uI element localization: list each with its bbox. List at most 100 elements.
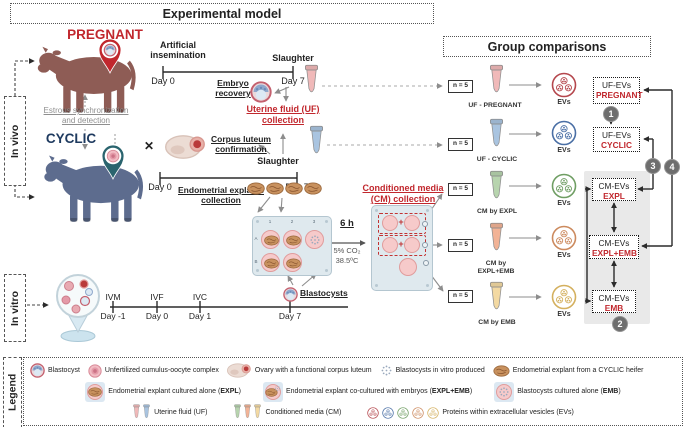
legend-text: Blastocysts in vitro produced: [395, 367, 485, 374]
legend-row-3: Uterine fluid (UF) Conditioned media (CM…: [30, 404, 676, 421]
legend-emb: Blastocysts cultured alone (EMB): [494, 381, 621, 402]
collection-port-icon: [422, 221, 428, 227]
estrous-line2: and detection: [61, 116, 111, 125]
ivm-day-text: Day -1: [100, 311, 126, 321]
cyclic-day0-text: Day 0: [148, 182, 172, 192]
invitro-day7: Day 7: [272, 311, 308, 321]
uf-collection-label: Uterine fluid (UF) collection: [240, 104, 326, 126]
cm-evs-emb-box: CM-EVs EMB: [592, 290, 636, 313]
pregnant-day0-text: Day 0: [151, 76, 175, 86]
legend-text: Blastocysts cultured alone (EMB): [517, 388, 621, 395]
evs-emb-icon: [427, 407, 439, 419]
embryo-recovery-label: Embryo recovery: [207, 78, 259, 98]
evs-expl-emb-icon: [412, 407, 424, 419]
legend-ovary: Ovary with a functional corpus luteum: [226, 362, 372, 379]
plus-sign: +: [396, 217, 406, 227]
uf-cyclic-sample-tube-icon: [489, 118, 504, 147]
duration-text: 6 h: [340, 218, 354, 229]
ai-line2: insemination: [150, 50, 206, 60]
legend-row-1: Blastocyst Unfertilized cumulus-oocyte c…: [30, 362, 676, 379]
explant-icon: [263, 257, 279, 269]
well-explant: [261, 253, 280, 272]
ivc-day: Day 1: [182, 311, 218, 321]
cyclic-pin-icon: [101, 144, 125, 180]
group-comparisons-title: Group comparisons: [443, 36, 651, 57]
co2-text: 5% CO₂: [333, 246, 361, 255]
legend-invitro-blastocysts: Blastocysts in vitro produced: [380, 364, 485, 377]
n5-uf-pregnant: n = 5: [448, 80, 473, 93]
explant-icon: [88, 386, 103, 397]
cm-expl-emb-tube-icon: [244, 404, 252, 419]
culture-plate: 1 2 3 A B: [252, 216, 332, 276]
plate-row-a-text: A: [254, 236, 258, 241]
cm-collection-plate: + +: [371, 205, 433, 291]
legend-text-bold: EXPL+EMB: [431, 388, 470, 395]
evs-text: EVs: [557, 99, 571, 106]
explant-icon: [304, 182, 322, 195]
comparison-4-text: 4: [669, 162, 675, 172]
legend-blastocyst: Blastocyst: [30, 363, 80, 378]
group-comparisons-title-text: Group comparisons: [487, 39, 607, 54]
box-line2: PREGNANT: [596, 90, 643, 101]
cyclic-label: CYCLIC: [30, 131, 112, 146]
cm-well: [382, 237, 398, 253]
plus-sign-text: +: [398, 239, 404, 249]
blastocysts-cluster-icon: [274, 385, 281, 391]
cm-expl-emb-tube-icon: [489, 222, 504, 251]
cumulus-oocyte-icon: [88, 363, 102, 378]
comparison-3-badge: 3: [645, 158, 661, 174]
comparison-2-badge: 2: [612, 316, 628, 332]
legend-evs: Proteins within extracellular vesicles (…: [367, 407, 574, 419]
legend-cm: Conditioned media (CM): [233, 404, 341, 421]
box-line1: CM-EVs: [598, 238, 630, 248]
pregnant-day0: Day 0: [145, 76, 181, 86]
duration-label: 6 h: [333, 218, 361, 229]
blastocyst-icon: [30, 363, 45, 378]
recovered-embryo-icon: [250, 81, 272, 103]
legend-text-post: ): [238, 388, 241, 395]
blastocysts-cluster-icon: [381, 365, 392, 376]
legend-text: Proteins within extracellular vesicles (…: [442, 409, 574, 416]
explant-embryo-well-icon: [263, 381, 283, 402]
legend-text: Uterine fluid (UF): [154, 409, 208, 416]
cm-well: [404, 237, 420, 253]
plate-col-1-text: 1: [268, 219, 272, 224]
evs-text: EVs: [557, 200, 571, 207]
legend-text-bold: EXPL: [220, 388, 239, 395]
cm-well: [382, 215, 398, 231]
n5-uf-cyclic: n = 5: [448, 138, 473, 151]
cyclic-slaughter-text: Slaughter: [257, 156, 299, 166]
explants-collection-line2: collection: [201, 195, 241, 205]
evs-expl-emb-icon: [551, 225, 577, 251]
explant-icon: [285, 257, 301, 269]
ivc-day-text: Day 1: [188, 311, 212, 321]
evs-label: EVs: [551, 147, 577, 154]
cm-evs-expl-emb-box: CM-EVs EXPL+EMB: [589, 235, 639, 259]
in-vitro-label-text: In vitro: [9, 290, 21, 326]
evs-label: EVs: [551, 99, 577, 106]
n5-text: n = 5: [453, 185, 468, 192]
plate-row-a: A: [250, 236, 262, 241]
uf-pregnant-tube-text: UF - PREGNANT: [468, 102, 522, 109]
estrus-x-mark-text: ✕: [143, 139, 155, 153]
legend-expl: Endometrial explant cultured alone (EXPL…: [85, 381, 241, 402]
blastocysts-label-text: Blastocysts: [300, 288, 348, 298]
ovary-icon: [164, 135, 205, 159]
cm-emb-tube-label: CM by EMB: [466, 319, 528, 327]
plus-sign-text: +: [398, 217, 404, 227]
pregnant-label-text: PREGNANT: [67, 27, 143, 42]
cm-collection-line2: (CM) collection: [370, 194, 436, 204]
plate-row-b: B: [250, 259, 262, 264]
evs-expl-icon: [551, 173, 577, 199]
pregnant-slaughter-text: Slaughter: [272, 53, 314, 63]
uf-cyclic-tube-icon: [309, 125, 324, 154]
cm-expl-tube-icon: [489, 170, 504, 199]
comparison-1-badge: 1: [603, 106, 619, 122]
embryo-recovery-line1: Embryo: [217, 78, 249, 88]
comparison-3-text: 3: [650, 161, 656, 171]
well-explant: [261, 230, 280, 249]
cm-collection-line1: Conditioned media: [362, 183, 444, 193]
uf-collection-line1: Uterine fluid (UF): [246, 104, 320, 114]
legend-text-post: ): [618, 388, 621, 395]
box-line1: CM-EVs: [598, 293, 630, 303]
